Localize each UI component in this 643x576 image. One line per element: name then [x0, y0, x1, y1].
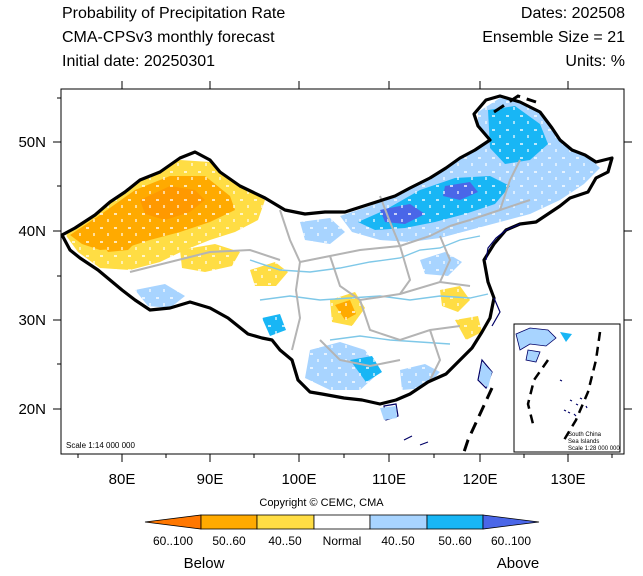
forecast-dates: Dates: 202508: [520, 5, 625, 22]
lon-tick-label: 100E: [281, 471, 316, 488]
lat-tick-label: 20N: [18, 401, 46, 418]
legend-label: 50..60: [438, 534, 472, 548]
national-border: [60, 94, 614, 406]
lat-tick-label: 50N: [18, 134, 46, 151]
legend-above-label: Above: [497, 555, 540, 572]
lat-tick-label: 30N: [18, 312, 46, 329]
copyright-notice: Copyright © CEMC, CMA: [259, 497, 384, 509]
ensemble-size: Ensemble Size = 21: [482, 29, 625, 46]
legend-label: 60..100: [153, 534, 193, 548]
legend-label: 50..60: [212, 534, 246, 548]
legend-label: 60..100: [491, 534, 531, 548]
lon-tick-label: 130E: [550, 471, 585, 488]
initial-date: Initial date: 20250301: [62, 53, 216, 70]
inset-title: South China: [568, 432, 602, 438]
map-title: Probability of Precipitation Rate: [62, 5, 286, 22]
inset-subtitle: Sea Islands: [568, 439, 599, 445]
maritime-boundary-south: [462, 387, 494, 453]
legend-below-label: Below: [184, 555, 225, 572]
legend-label: Normal: [323, 534, 362, 548]
map-subtitle: CMA-CPSv3 monthly forecast: [62, 29, 275, 46]
coastline: [383, 223, 521, 446]
units-label: Units: %: [565, 53, 625, 70]
hainan-island: [380, 406, 397, 420]
legend-swatch-above-40-50: [369, 514, 428, 530]
legend-swatch-above-50-60: [426, 514, 484, 530]
legend-label: 40..50: [381, 534, 415, 548]
legend-swatch-normal: [313, 514, 371, 530]
maritime-boundary-north: [493, 94, 537, 114]
axis-ticks: [53, 81, 632, 462]
legend-label: 40..50: [268, 534, 302, 548]
legend-swatch-above-60-100: [482, 514, 540, 530]
south-china-sea-inset: South China Sea Islands Scale 1:28 000 0…: [513, 323, 621, 453]
legend-swatch-below-40-50: [256, 514, 315, 530]
legend-colorbar: [144, 514, 540, 530]
lon-tick-label: 90E: [197, 471, 224, 488]
inset-scale: Scale 1:28 000 000: [568, 446, 620, 452]
lon-tick-label: 110E: [372, 471, 406, 488]
lon-tick-label: 120E: [462, 471, 497, 488]
province-boundaries: [129, 159, 531, 381]
taiwan-island: [479, 362, 492, 388]
map-scale: Scale 1:14 000 000: [66, 441, 135, 450]
legend-swatch-below-60-100: [144, 514, 202, 530]
lat-tick-label: 40N: [18, 223, 46, 240]
lon-tick-label: 80E: [109, 471, 136, 488]
legend-swatch-below-50-60: [200, 514, 258, 530]
